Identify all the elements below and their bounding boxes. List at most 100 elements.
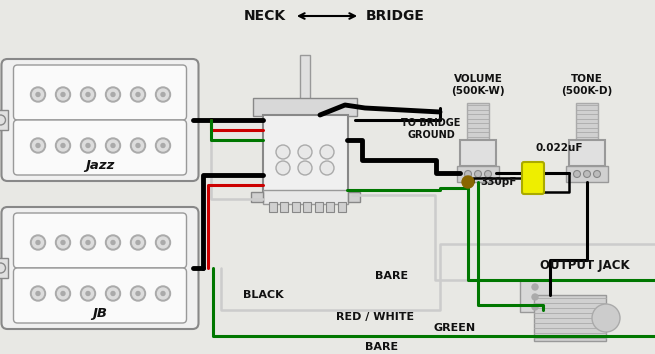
Circle shape [83, 237, 94, 248]
Bar [0, 110, 7, 130]
Circle shape [130, 286, 145, 301]
Text: GREEN: GREEN [434, 323, 476, 333]
FancyBboxPatch shape [14, 120, 187, 175]
Circle shape [485, 171, 491, 177]
Circle shape [161, 291, 165, 296]
Text: JB: JB [92, 307, 107, 320]
Circle shape [132, 140, 143, 151]
Circle shape [105, 235, 121, 250]
Bar [520, 280, 550, 312]
Circle shape [155, 138, 170, 153]
Bar [263, 190, 348, 204]
Circle shape [105, 87, 121, 102]
Circle shape [107, 237, 119, 248]
Bar [314, 202, 322, 212]
Circle shape [81, 286, 96, 301]
Bar [348, 192, 360, 202]
Circle shape [58, 237, 69, 248]
Circle shape [320, 161, 334, 175]
FancyBboxPatch shape [522, 162, 544, 194]
Circle shape [58, 89, 69, 100]
Bar [534, 295, 606, 341]
Circle shape [574, 171, 580, 177]
Circle shape [83, 288, 94, 299]
Text: BRIDGE: BRIDGE [366, 9, 425, 23]
Circle shape [86, 240, 90, 245]
Text: Jazz: Jazz [85, 159, 115, 171]
Circle shape [584, 171, 591, 177]
Circle shape [111, 92, 115, 97]
Circle shape [105, 138, 121, 153]
Circle shape [61, 291, 65, 296]
Circle shape [83, 89, 94, 100]
Bar [300, 55, 310, 100]
Circle shape [33, 89, 43, 100]
Bar [337, 202, 345, 212]
Circle shape [157, 288, 168, 299]
Bar [280, 202, 288, 212]
Text: BLACK: BLACK [243, 290, 284, 300]
Circle shape [58, 140, 69, 151]
Text: 330pF: 330pF [480, 177, 516, 187]
Circle shape [276, 145, 290, 159]
Circle shape [81, 87, 96, 102]
Circle shape [86, 92, 90, 97]
Bar [0, 258, 7, 278]
Circle shape [136, 291, 140, 296]
Text: TONE
(500K-D): TONE (500K-D) [561, 74, 612, 96]
Circle shape [36, 240, 40, 245]
Circle shape [61, 92, 65, 97]
Text: 0.022uF: 0.022uF [536, 143, 584, 153]
Bar [467, 103, 489, 141]
Text: TO BRIDGE
GROUND: TO BRIDGE GROUND [402, 118, 460, 139]
Circle shape [83, 140, 94, 151]
Bar [566, 166, 608, 182]
Circle shape [56, 286, 71, 301]
Circle shape [320, 145, 334, 159]
Circle shape [298, 145, 312, 159]
Circle shape [107, 140, 119, 151]
Circle shape [107, 288, 119, 299]
Circle shape [111, 240, 115, 245]
Circle shape [157, 237, 168, 248]
Bar [269, 202, 276, 212]
FancyBboxPatch shape [14, 65, 187, 120]
Circle shape [36, 143, 40, 148]
Circle shape [532, 304, 538, 310]
Circle shape [532, 294, 538, 300]
Bar [326, 202, 334, 212]
Circle shape [86, 291, 90, 296]
Circle shape [136, 92, 140, 97]
Circle shape [86, 143, 90, 148]
Circle shape [33, 288, 43, 299]
Circle shape [36, 92, 40, 97]
Circle shape [474, 171, 481, 177]
Text: BARE: BARE [365, 342, 398, 352]
Circle shape [161, 240, 165, 245]
Bar [250, 192, 263, 202]
Bar [263, 115, 348, 200]
Circle shape [0, 263, 5, 273]
FancyBboxPatch shape [14, 268, 187, 323]
FancyBboxPatch shape [1, 59, 198, 181]
Circle shape [132, 288, 143, 299]
Circle shape [532, 284, 538, 290]
FancyBboxPatch shape [14, 213, 187, 268]
Circle shape [130, 235, 145, 250]
Circle shape [56, 235, 71, 250]
Circle shape [592, 304, 620, 332]
Circle shape [31, 235, 45, 250]
Circle shape [155, 286, 170, 301]
Circle shape [130, 87, 145, 102]
Bar [291, 202, 299, 212]
Circle shape [157, 89, 168, 100]
Text: OUTPUT JACK: OUTPUT JACK [540, 259, 630, 272]
Circle shape [130, 138, 145, 153]
Circle shape [31, 286, 45, 301]
Circle shape [31, 138, 45, 153]
Bar [460, 140, 496, 166]
Circle shape [0, 115, 5, 125]
FancyBboxPatch shape [1, 207, 198, 329]
Circle shape [298, 161, 312, 175]
Circle shape [36, 291, 40, 296]
